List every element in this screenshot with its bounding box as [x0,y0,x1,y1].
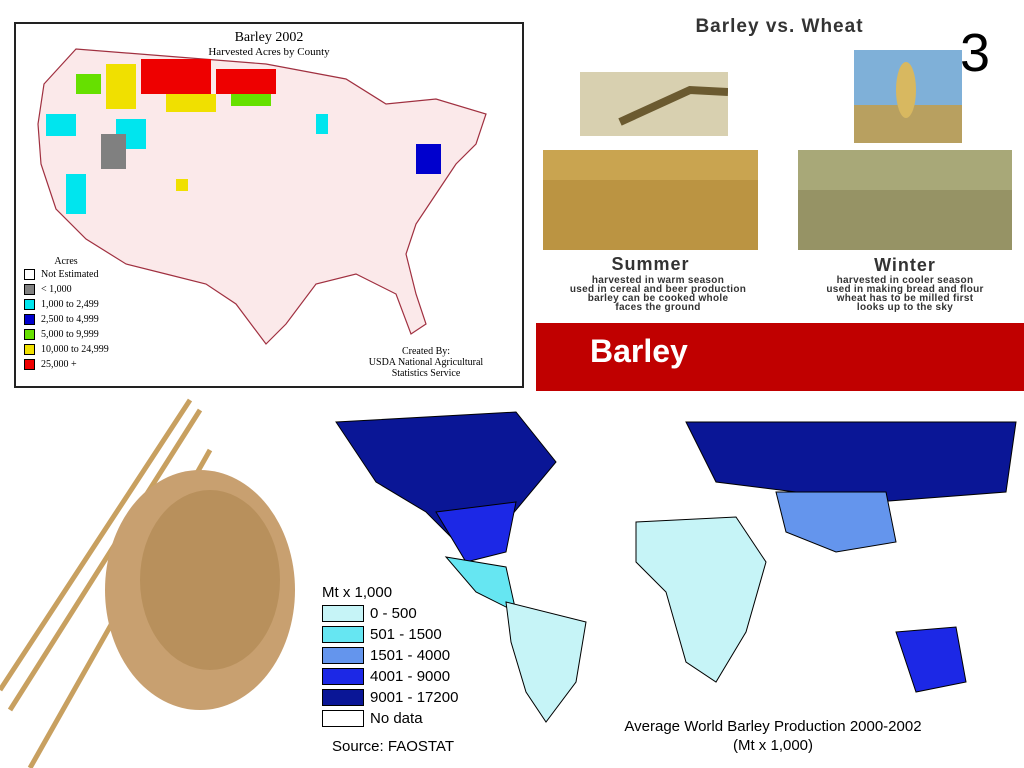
credit-line: USDA National Agricultural [368,357,484,368]
legend-label: 4001 - 9000 [370,668,451,685]
summer-line: faces the ground [615,302,701,313]
legend-item: 2,500 to 4,999 [24,313,109,326]
legend-swatch [322,689,364,706]
world-caption: Average World Barley Production 2000-200… [560,717,986,755]
world-source: Source: FAOSTAT [332,738,454,755]
summer-line: barley can be cooked whole [587,293,729,304]
legend-label: 1,000 to 2,499 [41,299,99,310]
legend-label: 9001 - 17200 [370,689,459,706]
legend-item: 1,000 to 2,499 [24,298,109,311]
winter-line: wheat has to be milled first [836,293,974,304]
caption-line: (Mt x 1,000) [732,737,814,754]
winter-line: looks up to the sky [856,302,954,313]
caption-line: Average World Barley Production 2000-200… [624,718,922,735]
winter-line: harvested in cooler season [836,275,974,286]
legend-label: 0 - 500 [370,605,417,622]
legend-item: 1501 - 4000 [322,647,458,664]
legend-swatch [24,299,35,310]
legend-item: 5,000 to 9,999 [24,328,109,341]
legend-item: 4001 - 9000 [322,668,458,685]
us-legend: Not Estimated < 1,000 1,000 to 2,499 2,500 … [24,268,109,373]
legend-swatch [322,605,364,622]
winter-line: used in making bread and flour [826,284,984,295]
legend-label: < 1,000 [41,284,72,295]
legend-item: 25,000 + [24,358,109,371]
us-map-subtitle: Harvested Acres by County [208,46,330,58]
legend-item: Not Estimated [24,268,109,281]
legend-swatch [24,284,35,295]
banner: Barley [536,323,1024,391]
legend-label: 25,000 + [41,359,77,370]
legend-swatch [24,329,35,340]
winter-field-photo [798,150,1012,250]
wheat-head-photo [854,50,962,143]
legend-label: 10,000 to 24,999 [41,344,109,355]
credit-line: Created By: [401,346,451,357]
world-legend: 0 - 500 501 - 1500 1501 - 4000 4001 - 9000 9… [322,605,458,731]
winter-heading: Winter [874,255,936,275]
summer-line: harvested in warm season [591,275,725,286]
summer-field-photo [543,150,758,250]
summer-text: harvested in warm season used in cereal a… [543,275,773,313]
grain-photo [0,398,295,768]
legend-swatch [24,359,35,370]
legend-swatch [24,269,35,280]
banner-title: Barley [590,333,688,369]
legend-swatch [24,314,35,325]
comparison-title: Barley vs. Wheat [695,16,864,37]
barley-head-photo [580,72,728,136]
legend-item: No data [322,710,458,727]
legend-item: 0 - 500 [322,605,458,622]
legend-item: 9001 - 17200 [322,689,458,706]
legend-swatch [24,344,35,355]
us-map-title: Barley 2002 [234,30,304,45]
legend-swatch [322,710,364,727]
legend-label: 2,500 to 4,999 [41,314,99,325]
us-legend-title: Acres [54,256,78,267]
legend-item: 501 - 1500 [322,626,458,643]
us-map-panel: Barley 2002 Harvested Acres by County Ac… [14,22,524,388]
us-outline [37,48,487,345]
legend-label: No data [370,710,423,727]
summer-line: used in cereal and beer production [569,284,747,295]
legend-swatch [322,668,364,685]
us-map [37,48,487,345]
legend-swatch [322,626,364,643]
world-map [335,411,1017,723]
winter-text: harvested in cooler season used in making… [798,275,1012,313]
legend-label: 501 - 1500 [370,626,442,643]
credit-line: Statistics Service [391,368,461,379]
world-legend-title: Mt x 1,000 [322,584,393,601]
us-credit: Created By: USDA National Agricultural Sta… [346,346,506,379]
legend-item: 10,000 to 24,999 [24,343,109,356]
legend-swatch [322,647,364,664]
county-patches [46,59,441,214]
legend-item: < 1,000 [24,283,109,296]
legend-label: 5,000 to 9,999 [41,329,99,340]
legend-label: Not Estimated [41,269,99,280]
summer-heading: Summer [611,254,690,274]
legend-label: 1501 - 4000 [370,647,451,664]
slide-number: 3 [960,23,991,83]
